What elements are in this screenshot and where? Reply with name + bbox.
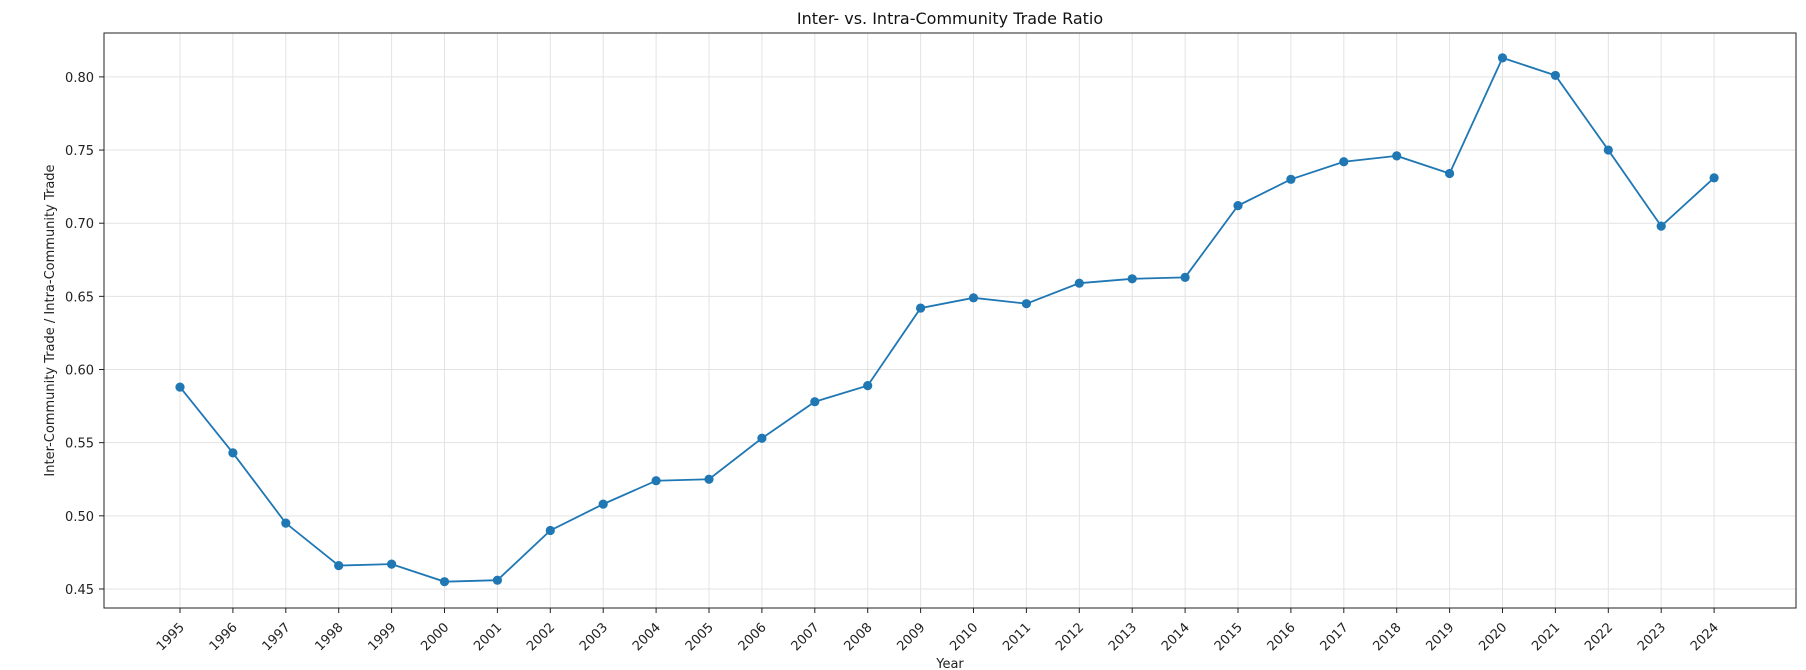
data-point [1127,274,1137,284]
data-point [1233,201,1243,211]
data-point [916,303,926,313]
x-tick-label: 2015 [1212,620,1246,654]
data-point [439,577,450,587]
x-tick-label: 2020 [1476,620,1510,654]
chart-title: Inter- vs. Intra-Community Trade Ratio [797,9,1103,28]
data-point [704,474,714,484]
x-tick-label: 2000 [418,620,452,654]
data-point-layer [175,53,1719,587]
x-tick-label: 1999 [365,620,399,654]
data-point [863,381,873,391]
x-tick-label: 2019 [1423,620,1457,654]
x-tick-label: 1995 [154,620,188,654]
data-point [968,293,979,303]
x-tick-label: 2005 [683,620,717,654]
data-point [387,559,397,569]
data-point [1550,70,1560,81]
x-tick-label: 2010 [947,620,981,654]
y-tick-label: 0.80 [65,71,94,86]
series-line [179,56,1715,583]
data-point [545,525,555,536]
data-point [334,560,344,571]
x-tick-label: 1997 [260,620,294,654]
x-tick-label: 1998 [313,620,347,654]
x-tick-label: 2017 [1318,620,1352,654]
data-point [1656,221,1666,231]
y-tick-label: 0.70 [65,217,94,232]
x-tick-label: 2013 [1106,620,1140,654]
data-point [1603,145,1613,155]
data-point [598,499,608,509]
x-tick-label: 2024 [1688,620,1722,654]
data-point [1021,299,1031,309]
y-tick-label: 0.55 [65,437,94,452]
data-point [228,448,238,458]
grid [104,33,1796,608]
data-point [1392,151,1402,161]
plot-area-frame [103,32,1797,609]
data-point [175,382,185,392]
x-tick-label: 2002 [524,620,558,654]
x-tick-label: 1996 [207,620,241,654]
x-axis-ticks: 1995 1996 1997 1998 1999 2000 2001 2002 2003 2004… [154,608,1722,654]
x-tick-label: 2001 [471,620,505,654]
data-point [1445,168,1455,179]
y-axis-title: Inter-Community Trade / Intra-Community … [43,164,58,476]
y-tick-label: 0.75 [65,144,94,159]
y-tick-label: 0.45 [65,583,94,598]
data-point [1709,173,1719,183]
x-tick-label: 2018 [1371,620,1405,654]
data-point [281,518,291,528]
x-tick-label: 2007 [789,620,823,654]
x-tick-label: 2016 [1265,620,1299,654]
x-tick-label: 2008 [842,620,876,654]
x-tick-label: 2003 [577,620,611,654]
data-point [1074,278,1084,288]
x-tick-label: 2004 [630,620,664,654]
x-tick-label: 2006 [736,620,770,654]
data-point [651,476,661,486]
x-tick-label: 2014 [1159,620,1193,654]
x-tick-label: 2021 [1529,620,1563,654]
data-point [757,433,767,443]
x-axis-title: Year [935,657,964,670]
data-point [1180,272,1190,282]
x-tick-label: 2023 [1635,620,1669,654]
x-tick-label: 2012 [1053,620,1087,654]
data-point [1339,157,1349,167]
x-tick-label: 2011 [1000,620,1034,654]
y-tick-label: 0.60 [65,364,94,379]
data-point [1497,53,1508,63]
x-tick-label: 2022 [1582,620,1616,654]
data-point [810,397,820,407]
y-axis-ticks: 0.45 0.50 0.55 0.60 0.65 0.70 0.75 0.80 [65,71,104,598]
series-line-layer [179,56,1715,583]
x-tick-label: 2009 [894,620,928,654]
data-point [492,575,502,585]
y-tick-label: 0.50 [65,510,94,525]
y-tick-label: 0.65 [65,290,94,305]
data-point [1286,174,1296,184]
